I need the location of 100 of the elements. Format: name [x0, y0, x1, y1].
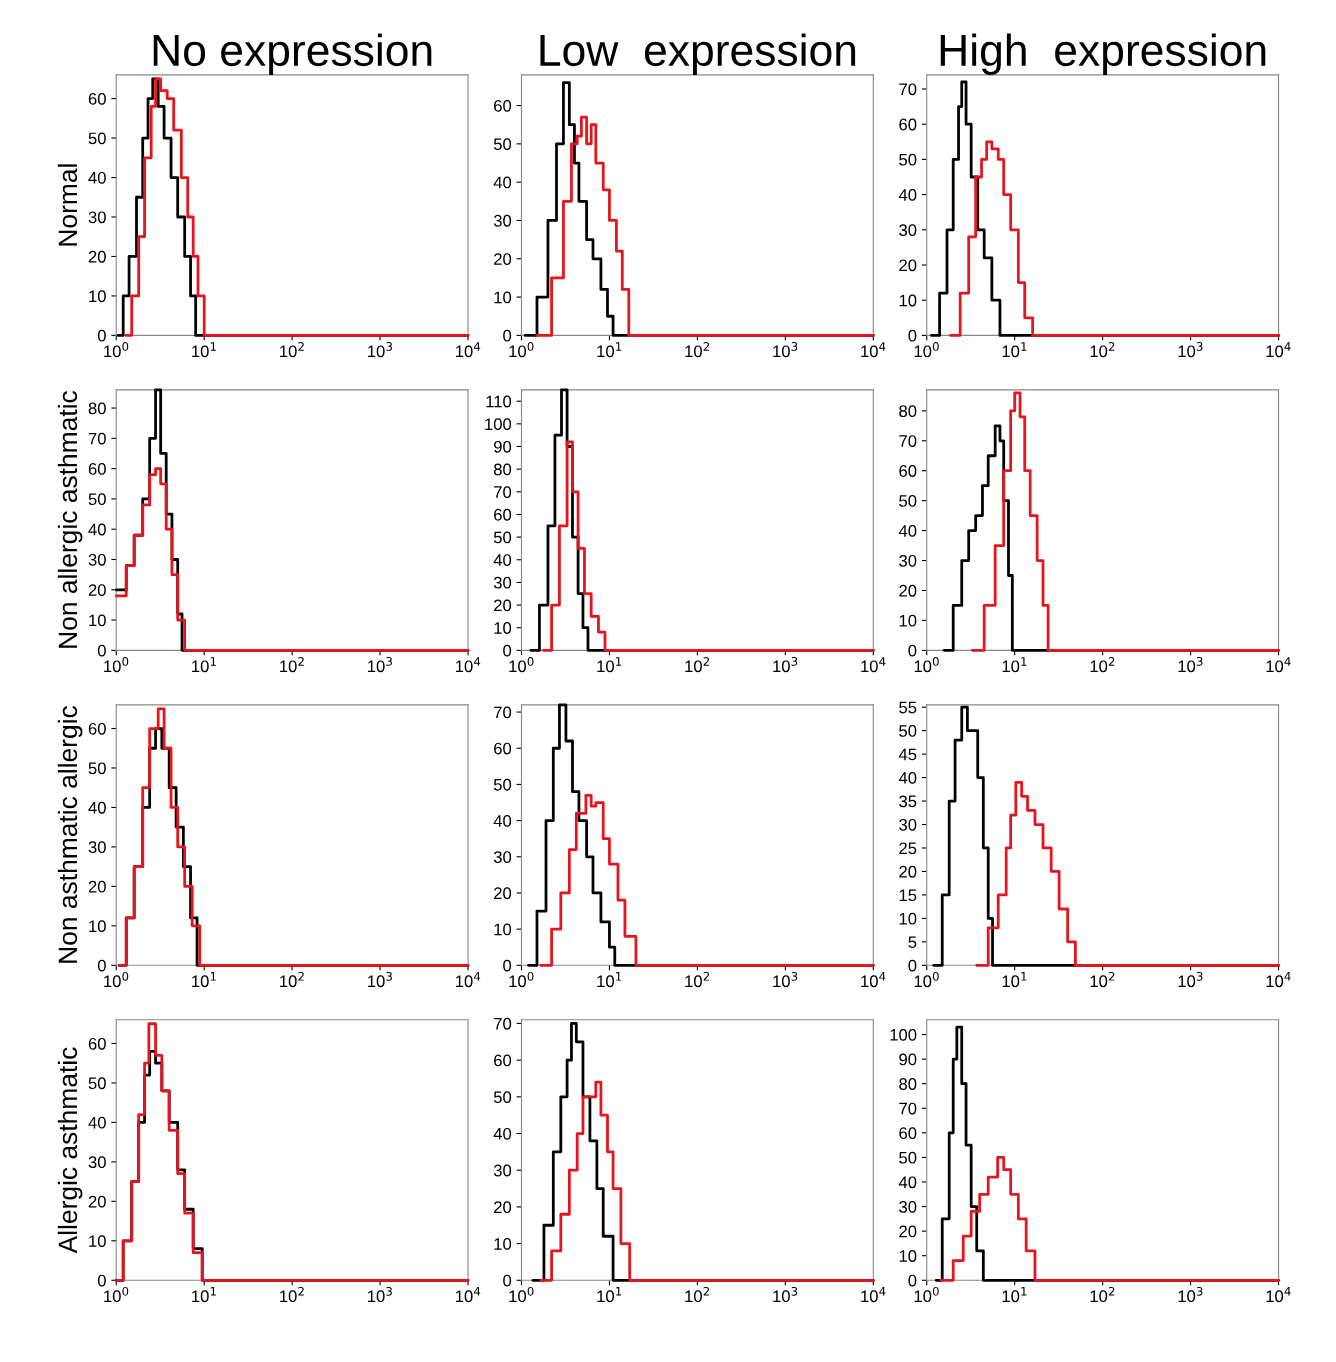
x-tick-label: 10$^{4}$: [455, 657, 481, 673]
y-tick-label: 30: [493, 576, 512, 589]
y-tick-label: 20: [899, 1225, 917, 1238]
x-tick-label: 10$^{3}$: [773, 342, 798, 358]
x-tick-label: 10$^{3}$: [368, 971, 392, 988]
y-tick-label: 60: [899, 465, 917, 477]
y-tick-label: 0: [503, 1274, 512, 1287]
y-tick-label: 0: [908, 644, 917, 657]
x-tick-label: 10$^{2}$: [685, 342, 710, 358]
y-tick-label: 60: [88, 1037, 106, 1050]
x-tick-label: 10$^{3}$: [1178, 1286, 1203, 1303]
y-tick-label: 20: [899, 865, 917, 878]
y-tick-label: 0: [908, 1274, 917, 1287]
y-tick-label: 60: [494, 1054, 512, 1067]
y-tick-label: 30: [88, 1156, 106, 1169]
y-tick-label: 0: [503, 644, 512, 657]
y-tick-label: 50: [899, 725, 917, 737]
x-tick-label: 10$^{0}$: [509, 342, 534, 358]
x-tick-label: 10$^{3}$: [368, 342, 392, 358]
x-tick-label: 10$^{4}$: [455, 1287, 481, 1303]
x-tick-label: 10$^{2}$: [280, 1286, 304, 1303]
y-tick-label: 0: [503, 959, 512, 972]
x-tick-label: 10$^{3}$: [368, 656, 392, 673]
y-tick-label: 50: [493, 138, 512, 151]
y-tick-label: 10: [899, 912, 917, 925]
x-tick-label: 10$^{4}$: [1266, 1287, 1291, 1303]
x-tick-label: 10$^{4}$: [861, 1287, 886, 1303]
y-tick-label: 30: [899, 818, 917, 831]
y-tick-label: 20: [494, 599, 512, 612]
y-tick-label: 70: [899, 435, 917, 447]
x-tick-label: 10$^{0}$: [509, 1286, 534, 1303]
x-tick-label: 10$^{0}$: [104, 1286, 129, 1303]
y-tick-label: 70: [899, 1102, 917, 1115]
x-tick-label: 10$^{2}$: [1090, 1286, 1115, 1303]
y-tick-label: 10: [494, 1237, 512, 1250]
y-tick-label: 50: [493, 1091, 512, 1104]
y-tick-label: 110: [486, 395, 512, 408]
y-tick-label: 50: [899, 153, 917, 166]
y-tick-label: 45: [898, 748, 917, 761]
x-tick-label: 10$^{1}$: [597, 657, 622, 673]
chart-title: No expression: [153, 33, 432, 75]
y-tick-label: 40: [493, 815, 512, 827]
x-tick-label: 10$^{4}$: [861, 972, 886, 988]
x-tick-label: 10$^{1}$: [1002, 342, 1027, 358]
y-tick-label: 30: [493, 851, 512, 863]
x-tick-label: 10$^{1}$: [1002, 1287, 1027, 1303]
y-tick-label: 0: [908, 329, 917, 342]
x-tick-label: 10$^{3}$: [773, 1286, 798, 1303]
y-tick-label: 10: [899, 1250, 917, 1262]
chart-title: High expression: [940, 33, 1266, 75]
y-tick-label: 70: [899, 83, 917, 96]
y-tick-label: 50: [88, 493, 106, 506]
y-tick-label: 80: [899, 405, 917, 418]
y-tick-label: 55: [899, 701, 917, 714]
x-tick-label: 10$^{3}$: [1178, 971, 1203, 988]
chart-title: Low expression: [540, 33, 856, 75]
x-tick-label: 10$^{2}$: [685, 656, 710, 673]
y-tick-label: 10: [89, 614, 106, 627]
y-tick-label: 30: [88, 841, 106, 854]
y-tick-label: 0: [97, 644, 106, 657]
y-tick-label: 40: [493, 176, 512, 189]
y-tick-label: 50: [88, 762, 106, 775]
x-tick-label: 10$^{1}$: [597, 972, 622, 988]
y-tick-label: 70: [494, 1017, 512, 1030]
y-tick-label: 60: [494, 99, 512, 112]
x-tick-label: 10$^{3}$: [1178, 342, 1203, 358]
y-tick-label: 20: [88, 250, 106, 263]
x-tick-label: 10$^{1}$: [192, 972, 216, 988]
y-tick-label: 25: [899, 842, 917, 855]
y-tick-label: 80: [88, 402, 106, 415]
y-tick-label: 20: [494, 887, 512, 900]
y-tick-label: 60: [494, 508, 512, 521]
x-tick-label: 10$^{0}$: [104, 656, 129, 673]
y-tick-label: 10: [494, 923, 512, 936]
x-tick-label: 10$^{3}$: [368, 1286, 392, 1303]
y-tick-label: 90: [899, 1053, 917, 1066]
y-tick-label: 40: [493, 554, 512, 566]
y-tick-label: 0: [908, 959, 917, 972]
y-tick-label: 20: [88, 1195, 106, 1208]
x-tick-label: 10$^{2}$: [1090, 656, 1115, 673]
y-tick-label: 40: [898, 1176, 917, 1189]
x-tick-label: 10$^{1}$: [192, 1287, 216, 1303]
x-tick-label: 10$^{1}$: [1002, 972, 1027, 988]
x-tick-label: 10$^{3}$: [773, 971, 798, 988]
y-tick-label: 20: [88, 880, 106, 893]
y-tick-label: 50: [493, 778, 512, 791]
y-tick-label: 60: [88, 463, 106, 475]
x-tick-label: 10$^{2}$: [685, 971, 710, 988]
y-tick-label: 40: [898, 188, 917, 201]
x-tick-label: 10$^{1}$: [1002, 657, 1027, 673]
x-tick-label: 10$^{2}$: [280, 971, 304, 988]
y-tick-label: 20: [494, 253, 512, 265]
y-tick-label: 5: [908, 936, 917, 949]
y-tick-label: 90: [494, 440, 512, 453]
y-tick-label: 50: [899, 495, 917, 507]
y-tick-label: 0: [503, 329, 512, 342]
y-tick-label: 40: [898, 524, 917, 537]
y-tick-label: 60: [899, 1127, 917, 1140]
y-axis-title: Normal: [57, 164, 78, 246]
y-tick-label: 70: [494, 706, 512, 719]
